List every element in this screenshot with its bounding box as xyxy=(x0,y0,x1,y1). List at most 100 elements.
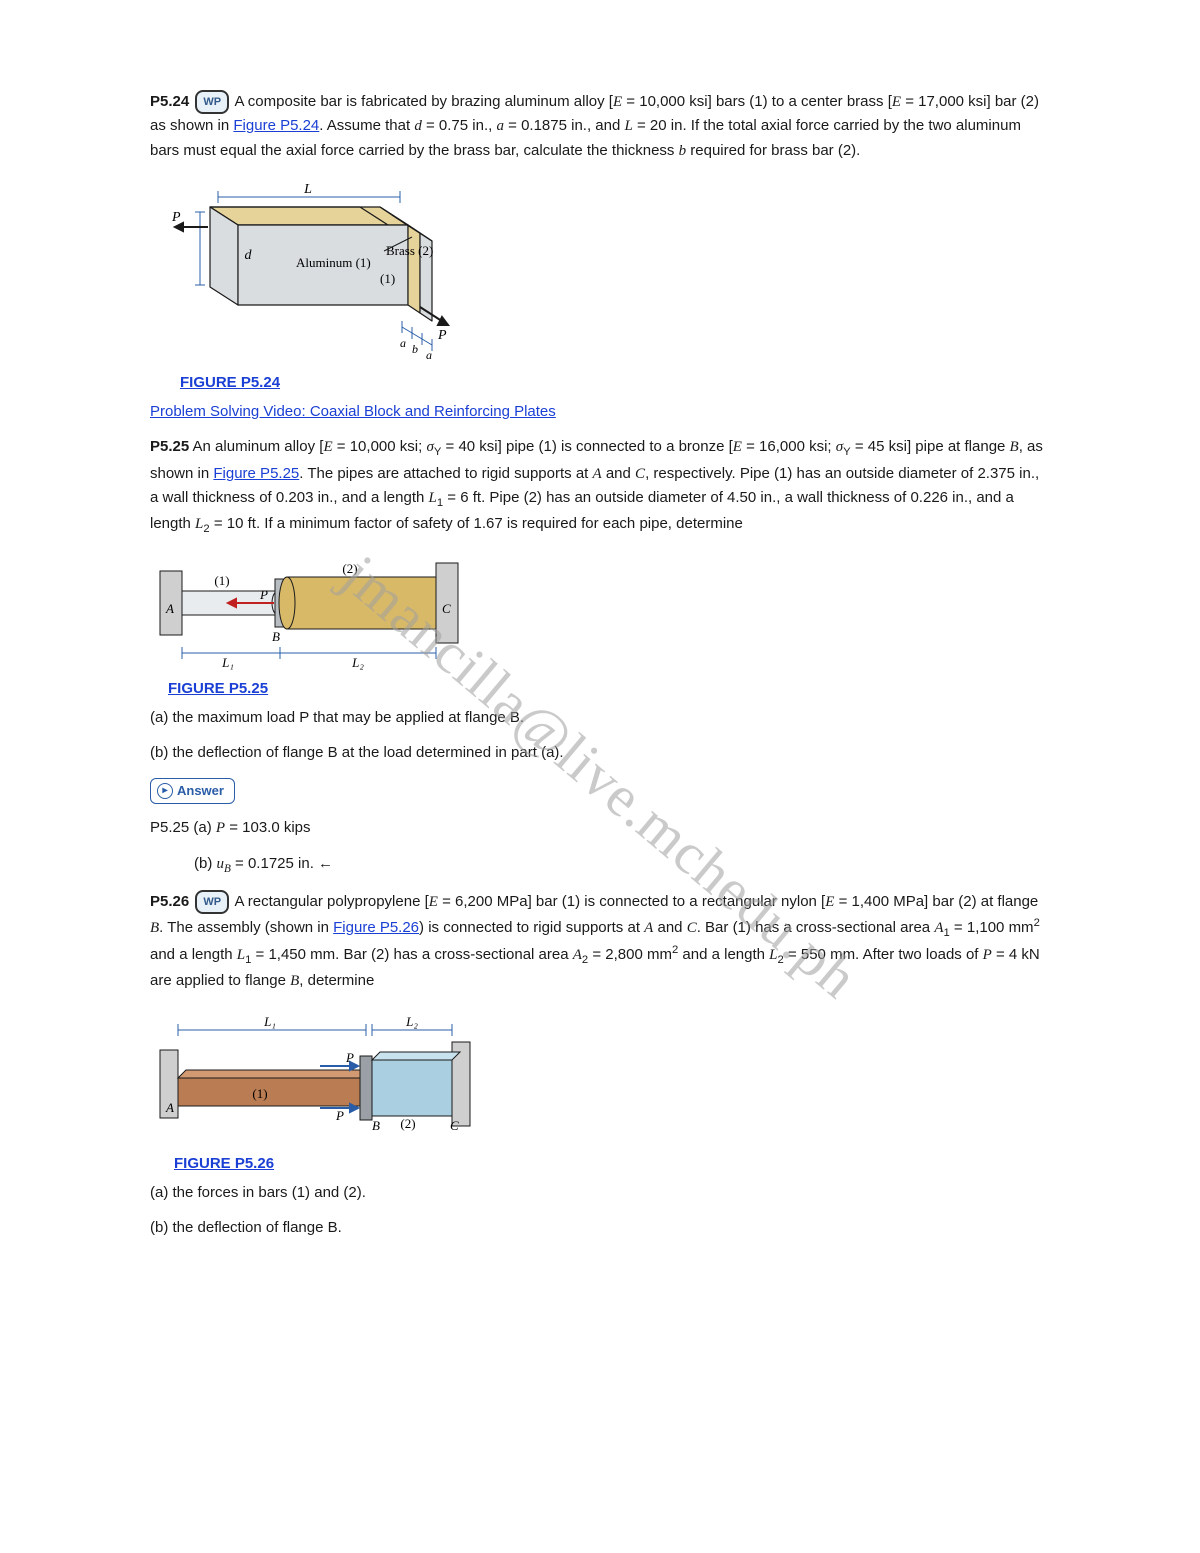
t: ) is connected to rigid supports at xyxy=(419,919,644,936)
t: An aluminum alloy [ xyxy=(193,438,324,455)
fig525-B: B xyxy=(272,629,280,644)
var-P: P xyxy=(983,947,992,963)
fig524-P2: P xyxy=(437,328,447,343)
var-A: A xyxy=(593,466,602,482)
fig525-A: A xyxy=(165,601,174,616)
figure-link-p526[interactable]: Figure P5.26 xyxy=(333,919,419,936)
t: (b) xyxy=(194,855,217,872)
t: = 45 ksi] pipe at flange xyxy=(851,438,1010,455)
fig526-P2: P xyxy=(335,1108,344,1123)
wp-badge: WP xyxy=(195,90,229,114)
fig525-C: C xyxy=(442,601,451,616)
figure-p526: (1) (2) A B C P P L₁ xyxy=(150,1008,1050,1175)
t: = 0.1875 in., and xyxy=(504,117,625,134)
t: P5.25 (a) xyxy=(150,819,216,836)
fig524-P1: P xyxy=(171,210,181,225)
t: = 16,000 ksi; xyxy=(742,438,836,455)
fig526-one: (1) xyxy=(252,1086,267,1101)
var-E: E xyxy=(429,894,438,910)
var-A2: A xyxy=(573,947,582,963)
var-L: L xyxy=(624,118,632,134)
t: = 0.1725 in. xyxy=(231,855,318,872)
var-L: L xyxy=(769,947,777,963)
figure-p525-caption[interactable]: FIGURE P5.25 xyxy=(168,677,268,700)
fig524-L: L xyxy=(303,182,312,197)
t: = 1,100 mm xyxy=(950,919,1034,936)
fig526-L2: L₂ xyxy=(405,1014,418,1029)
figure-p524-caption[interactable]: FIGURE P5.24 xyxy=(180,371,280,394)
p526-text: A rectangular polypropylene [E = 6,200 M… xyxy=(150,893,1040,989)
p526-label: P5.26 xyxy=(150,893,189,910)
fig525-one: (1) xyxy=(214,573,229,588)
t: = 10,000 ksi] bars (1) to a center brass… xyxy=(622,93,892,110)
t: = 10 ft. If a minimum factor of safety o… xyxy=(210,515,743,532)
fig525-L1: L₁ xyxy=(221,655,234,670)
t: = 550 mm. After two loads of xyxy=(784,946,983,963)
figure-p525: (1) (2) A B C P L₁ L₂ FIGURE P5.25 xyxy=(150,553,1050,700)
var-d: d xyxy=(414,118,422,134)
fig524-a2: a xyxy=(426,348,432,362)
p525-label: P5.25 xyxy=(150,438,189,455)
t: A composite bar is fabricated by brazing… xyxy=(234,93,613,110)
t: (b) the deflection of flange B. xyxy=(150,1219,342,1236)
var-b: b xyxy=(679,143,687,159)
p525-paragraph: P5.25 An aluminum alloy [E = 10,000 ksi;… xyxy=(150,435,1050,539)
chevron-right-icon: ▸ xyxy=(157,783,173,799)
t: = 40 ksi] pipe (1) is connected to a bro… xyxy=(441,438,732,455)
t: = 2,800 mm xyxy=(588,946,672,963)
p524-label: P5.24 xyxy=(150,93,189,110)
t: . Assume that xyxy=(319,117,414,134)
fig524-a1: a xyxy=(400,336,406,350)
t: = 0.75 in., xyxy=(422,117,497,134)
p524-text: A composite bar is fabricated by brazing… xyxy=(150,93,1039,159)
var-A: A xyxy=(644,920,653,936)
fig526-two: (2) xyxy=(400,1116,415,1131)
fig526-B: B xyxy=(372,1118,380,1133)
t: = 1,450 mm. Bar (2) has a cross‐sectiona… xyxy=(251,946,572,963)
fig524-brass: Brass (2) xyxy=(386,243,433,258)
var-B: B xyxy=(290,973,299,989)
fig526-C: C xyxy=(450,1118,459,1133)
t: and xyxy=(653,919,686,936)
var-E: E xyxy=(892,94,901,110)
t: . The assembly (shown in xyxy=(159,919,333,936)
t: A rectangular polypropylene [ xyxy=(234,893,428,910)
figure-p524-svg: L d P P Aluminum (1) Brass (2) (1) xyxy=(150,177,450,367)
t: (a) the maximum load P that may be appli… xyxy=(150,709,524,726)
t: and xyxy=(602,465,635,482)
var-B: B xyxy=(150,920,159,936)
arrow-left-icon: ← xyxy=(318,855,333,872)
figure-link-p524[interactable]: Figure P5.24 xyxy=(233,117,319,134)
t: = 103.0 kips xyxy=(225,819,310,836)
p526-part-a: (a) the forces in bars (1) and (2). xyxy=(150,1181,1050,1204)
p525-part-b: (b) the deflection of flange B at the lo… xyxy=(150,741,1050,764)
p526-paragraph: P5.26 WP A rectangular polypropylene [E … xyxy=(150,890,1050,993)
answer-toggle[interactable]: ▸ Answer xyxy=(150,777,1050,804)
fig525-P: P xyxy=(259,587,268,602)
page-container: jmancilla@live.mchedu.ph P5.24 WP A comp… xyxy=(0,0,1200,1553)
var-B: B xyxy=(1010,439,1019,455)
var-L: L xyxy=(237,947,245,963)
var-E: E xyxy=(613,94,622,110)
t: (b) the deflection of flange B at the lo… xyxy=(150,744,564,761)
figure-link-p525[interactable]: Figure P5.25 xyxy=(213,465,299,482)
var-C: C xyxy=(635,466,645,482)
p524-paragraph: P5.24 WP A composite bar is fabricated b… xyxy=(150,90,1050,163)
var-a: a xyxy=(496,118,504,134)
t: = 1,400 MPa] bar (2) at flange xyxy=(834,893,1038,910)
t: , determine xyxy=(299,972,374,989)
var-sig: σ xyxy=(426,439,433,455)
wp-badge: WP xyxy=(195,890,229,914)
p525-answer-b: (b) uB = 0.1725 in. ← xyxy=(194,852,1050,878)
figure-p524: L d P P Aluminum (1) Brass (2) (1) xyxy=(150,177,1050,394)
t: . Bar (1) has a cross‐sectional area xyxy=(697,919,935,936)
p525-answer-a: P5.25 (a) P = 103.0 kips xyxy=(150,816,1050,840)
p525-part-a: (a) the maximum load P that may be appli… xyxy=(150,706,1050,729)
problem-solving-video-link[interactable]: Problem Solving Video: Coaxial Block and… xyxy=(150,403,556,420)
fig525-L2: L₂ xyxy=(351,655,364,670)
fig526-L1: L₁ xyxy=(263,1014,276,1029)
figure-p526-caption[interactable]: FIGURE P5.26 xyxy=(174,1152,274,1175)
p525-text: An aluminum alloy [E = 10,000 ksi; σY = … xyxy=(150,438,1043,532)
var-E: E xyxy=(733,439,742,455)
figure-p526-svg: (1) (2) A B C P P L₁ xyxy=(150,1008,490,1148)
